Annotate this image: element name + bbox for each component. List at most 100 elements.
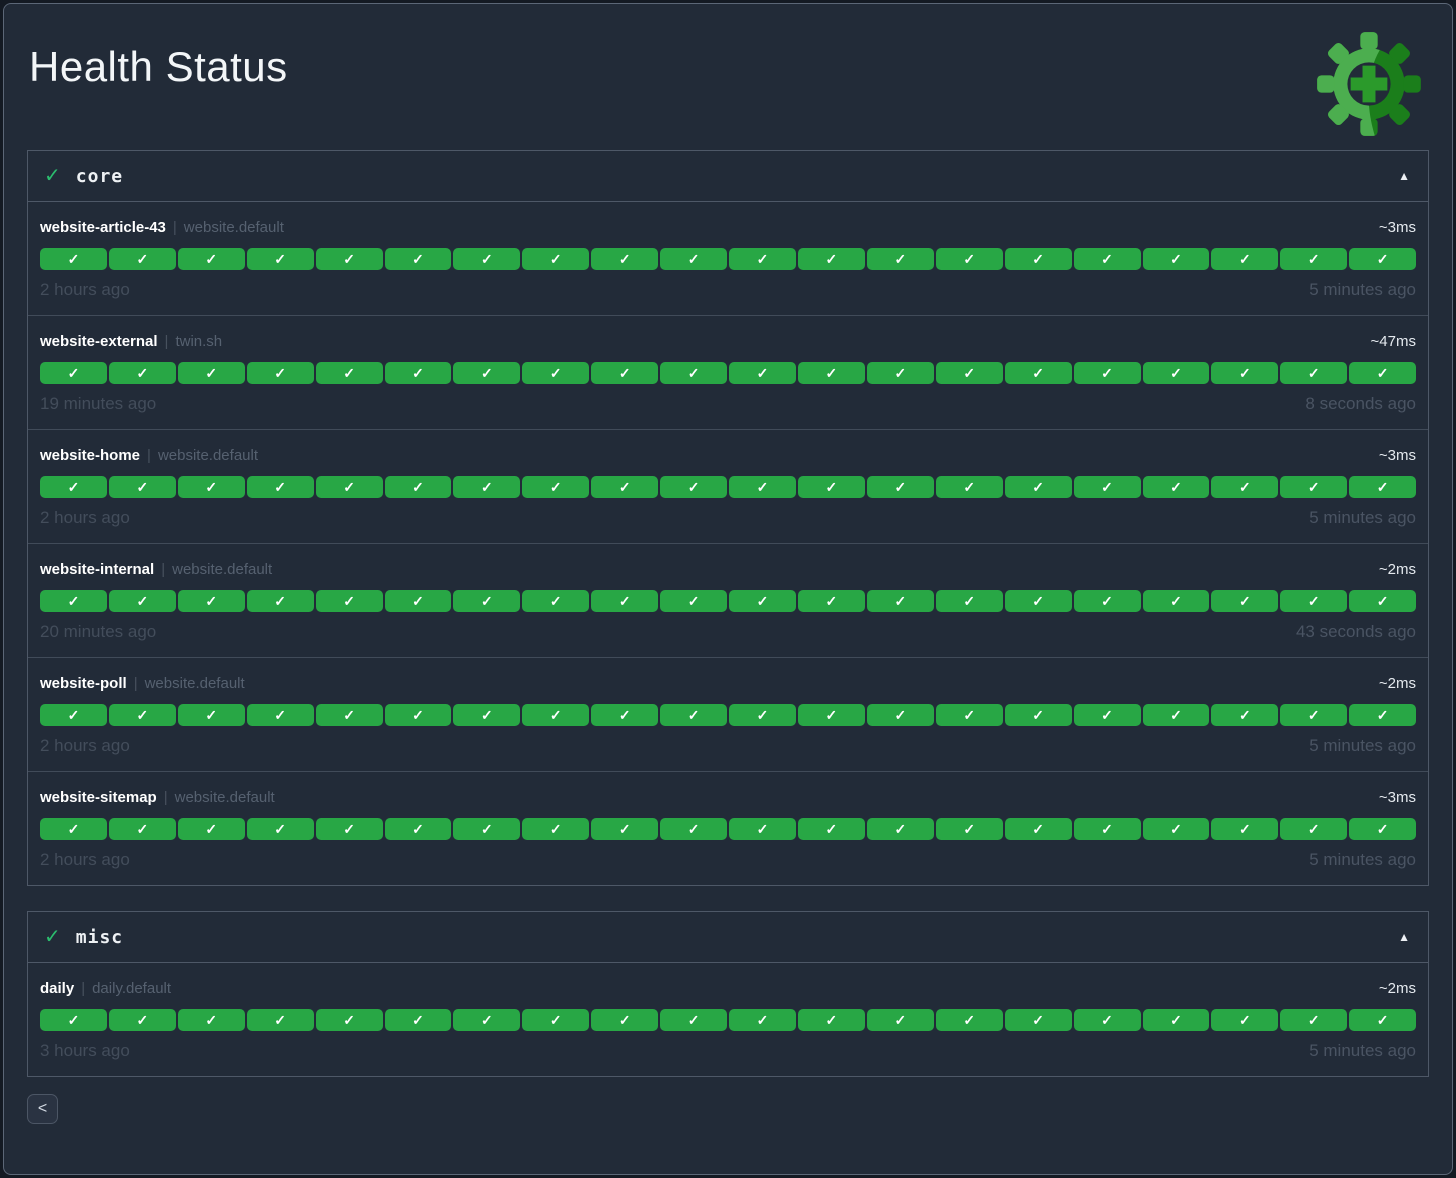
health-status-pill[interactable]: ✓ [866,248,934,270]
health-status-pill[interactable]: ✓ [660,476,728,498]
health-status-pill[interactable]: ✓ [1142,362,1210,384]
health-status-pill[interactable]: ✓ [453,590,521,612]
health-status-pill[interactable]: ✓ [453,476,521,498]
health-status-pill[interactable]: ✓ [1004,362,1072,384]
health-status-pill[interactable]: ✓ [177,362,245,384]
health-status-pill[interactable]: ✓ [591,704,659,726]
health-status-pill[interactable]: ✓ [729,1009,796,1031]
health-status-pill[interactable]: ✓ [1142,704,1210,726]
health-status-pill[interactable]: ✓ [866,704,934,726]
health-status-pill[interactable]: ✓ [40,704,107,726]
health-status-pill[interactable]: ✓ [729,248,796,270]
health-status-pill[interactable]: ✓ [1073,248,1141,270]
health-status-pill[interactable]: ✓ [453,362,521,384]
health-status-pill[interactable]: ✓ [246,1009,314,1031]
health-status-pill[interactable]: ✓ [1211,1009,1279,1031]
health-status-pill[interactable]: ✓ [866,1009,934,1031]
health-status-pill[interactable]: ✓ [1349,818,1417,840]
health-status-pill[interactable]: ✓ [866,818,934,840]
health-status-pill[interactable]: ✓ [315,590,383,612]
health-status-pill[interactable]: ✓ [315,362,383,384]
health-status-pill[interactable]: ✓ [1004,1009,1072,1031]
collapse-menu-button[interactable]: < [27,1094,58,1124]
health-status-pill[interactable]: ✓ [1211,704,1279,726]
health-status-pill[interactable]: ✓ [246,476,314,498]
health-status-pill[interactable]: ✓ [1280,362,1348,384]
health-status-pill[interactable]: ✓ [1142,818,1210,840]
health-status-pill[interactable]: ✓ [40,818,107,840]
health-status-pill[interactable]: ✓ [1142,476,1210,498]
health-status-pill[interactable]: ✓ [660,818,728,840]
health-status-pill[interactable]: ✓ [729,476,796,498]
health-status-pill[interactable]: ✓ [1211,818,1279,840]
health-status-pill[interactable]: ✓ [522,476,590,498]
health-status-pill[interactable]: ✓ [1349,704,1417,726]
health-status-pill[interactable]: ✓ [797,362,865,384]
health-status-pill[interactable]: ✓ [384,248,452,270]
health-status-pill[interactable]: ✓ [1349,362,1417,384]
health-status-pill[interactable]: ✓ [108,818,176,840]
health-status-pill[interactable]: ✓ [453,1009,521,1031]
health-status-pill[interactable]: ✓ [40,1009,107,1031]
health-status-pill[interactable]: ✓ [1211,476,1279,498]
health-status-pill[interactable]: ✓ [591,590,659,612]
health-status-pill[interactable]: ✓ [1211,248,1279,270]
health-status-pill[interactable]: ✓ [1073,818,1141,840]
health-status-pill[interactable]: ✓ [866,590,934,612]
health-status-pill[interactable]: ✓ [384,476,452,498]
health-status-pill[interactable]: ✓ [315,704,383,726]
health-status-pill[interactable]: ✓ [108,590,176,612]
health-status-pill[interactable]: ✓ [1142,1009,1210,1031]
health-status-pill[interactable]: ✓ [246,590,314,612]
health-status-pill[interactable]: ✓ [177,476,245,498]
section-header[interactable]: ✓ misc ▲ [28,912,1428,963]
health-status-pill[interactable]: ✓ [384,590,452,612]
health-status-pill[interactable]: ✓ [591,818,659,840]
health-status-pill[interactable]: ✓ [246,248,314,270]
health-status-pill[interactable]: ✓ [1280,248,1348,270]
health-status-pill[interactable]: ✓ [729,590,796,612]
health-status-pill[interactable]: ✓ [1142,590,1210,612]
health-status-pill[interactable]: ✓ [177,818,245,840]
health-status-pill[interactable]: ✓ [1073,590,1141,612]
health-status-pill[interactable]: ✓ [1349,248,1417,270]
health-status-pill[interactable]: ✓ [1004,476,1072,498]
health-status-pill[interactable]: ✓ [108,476,176,498]
health-status-pill[interactable]: ✓ [797,590,865,612]
health-status-pill[interactable]: ✓ [1004,704,1072,726]
health-status-pill[interactable]: ✓ [315,476,383,498]
health-status-pill[interactable]: ✓ [866,362,934,384]
health-status-pill[interactable]: ✓ [40,590,107,612]
health-status-pill[interactable]: ✓ [246,818,314,840]
health-status-pill[interactable]: ✓ [797,248,865,270]
health-status-pill[interactable]: ✓ [1280,476,1348,498]
health-status-pill[interactable]: ✓ [522,1009,590,1031]
health-status-pill[interactable]: ✓ [935,248,1003,270]
health-status-pill[interactable]: ✓ [729,818,796,840]
health-status-pill[interactable]: ✓ [797,1009,865,1031]
health-status-pill[interactable]: ✓ [315,1009,383,1031]
health-status-pill[interactable]: ✓ [1211,362,1279,384]
health-status-pill[interactable]: ✓ [935,590,1003,612]
health-status-pill[interactable]: ✓ [108,704,176,726]
health-status-pill[interactable]: ✓ [384,362,452,384]
health-status-pill[interactable]: ✓ [660,590,728,612]
collapse-triangle-icon[interactable]: ▲ [1398,930,1410,944]
health-status-pill[interactable]: ✓ [177,1009,245,1031]
health-status-pill[interactable]: ✓ [591,362,659,384]
health-status-pill[interactable]: ✓ [660,704,728,726]
health-status-pill[interactable]: ✓ [453,704,521,726]
health-status-pill[interactable]: ✓ [797,818,865,840]
health-status-pill[interactable]: ✓ [660,248,728,270]
health-status-pill[interactable]: ✓ [522,362,590,384]
health-status-pill[interactable]: ✓ [40,248,107,270]
health-status-pill[interactable]: ✓ [1349,590,1417,612]
health-status-pill[interactable]: ✓ [1004,818,1072,840]
health-status-pill[interactable]: ✓ [1211,590,1279,612]
health-status-pill[interactable]: ✓ [1142,248,1210,270]
health-status-pill[interactable]: ✓ [522,704,590,726]
health-status-pill[interactable]: ✓ [108,248,176,270]
health-status-pill[interactable]: ✓ [384,1009,452,1031]
health-status-pill[interactable]: ✓ [40,476,107,498]
health-status-pill[interactable]: ✓ [108,362,176,384]
